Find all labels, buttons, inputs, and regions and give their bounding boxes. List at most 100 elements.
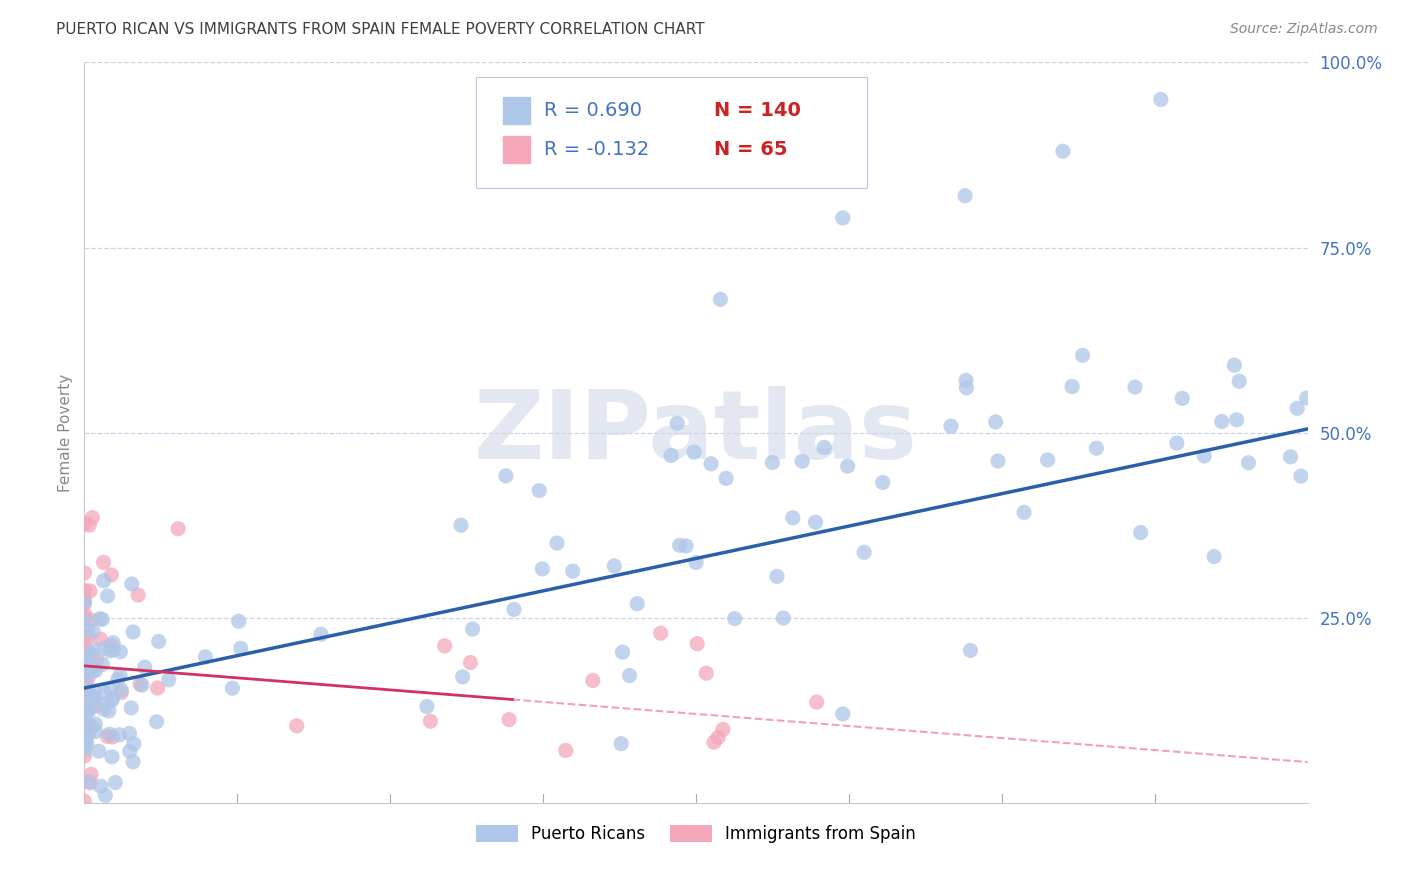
Point (73, 703, 96, 717)
Point (582, 673, 605, 688)
Point (75, 803, 97, 817)
Point (98, 727, 121, 741)
Point (118, 744, 141, 758)
Point (1052, 145, 1074, 159)
Point (987, 454, 1010, 468)
Point (82, 624, 104, 639)
Point (75, 678, 97, 692)
Point (131, 678, 153, 692)
Point (134, 660, 156, 674)
Point (73, 748, 96, 763)
Point (101, 750, 124, 764)
Point (157, 673, 180, 687)
Point (792, 454, 814, 468)
Point (1171, 392, 1194, 406)
Point (108, 728, 131, 742)
Point (433, 639, 456, 653)
Point (83, 643, 105, 657)
FancyBboxPatch shape (475, 78, 868, 188)
Point (79, 776, 101, 790)
Point (80, 648, 103, 662)
Point (1036, 453, 1059, 467)
Point (229, 641, 252, 656)
Point (503, 602, 526, 616)
Point (101, 691, 124, 706)
Point (80, 767, 103, 781)
Point (831, 706, 853, 721)
Point (685, 556, 707, 570)
Point (73, 719, 96, 733)
Point (724, 612, 747, 626)
Point (104, 775, 127, 789)
Point (959, 643, 981, 657)
Point (84, 724, 107, 739)
Point (782, 510, 804, 524)
Point (75, 723, 97, 737)
Text: PUERTO RICAN VS IMMIGRANTS FROM SPAIN FEMALE POVERTY CORRELATION CHART: PUERTO RICAN VS IMMIGRANTS FROM SPAIN FE… (56, 22, 704, 37)
Point (1226, 413, 1249, 427)
Point (118, 726, 141, 740)
Text: N = 140: N = 140 (714, 101, 801, 120)
Point (76, 705, 98, 719)
Point (831, 211, 853, 225)
Point (87, 744, 110, 758)
Point (703, 735, 725, 749)
Point (120, 701, 142, 715)
Point (1194, 449, 1216, 463)
Point (77, 684, 100, 698)
Point (93, 702, 115, 716)
Point (97, 589, 120, 603)
Point (82, 510, 104, 524)
Point (668, 538, 690, 552)
Point (76, 643, 98, 657)
Point (221, 681, 243, 696)
Point (659, 449, 682, 463)
Point (82, 719, 104, 733)
Point (75, 716, 97, 731)
Text: ZIPatlas: ZIPatlas (474, 386, 918, 479)
Point (419, 714, 441, 729)
Point (122, 755, 145, 769)
Point (709, 293, 731, 307)
Point (121, 577, 143, 591)
Point (73, 743, 96, 757)
Point (561, 564, 583, 578)
Point (76, 623, 98, 637)
Point (1129, 525, 1152, 540)
Point (84, 698, 107, 713)
Point (73, 631, 96, 645)
Point (127, 588, 149, 602)
Point (73, 593, 96, 607)
Point (498, 713, 520, 727)
Point (73, 614, 96, 628)
Point (1289, 469, 1312, 483)
Point (626, 597, 648, 611)
Point (461, 622, 484, 636)
Point (1012, 505, 1035, 519)
Point (84, 684, 107, 698)
Text: R = -0.132: R = -0.132 (544, 140, 650, 160)
Text: N = 65: N = 65 (714, 140, 787, 160)
Point (80, 614, 103, 628)
Point (76, 672, 98, 686)
Point (90, 779, 112, 793)
Point (93, 685, 115, 699)
Point (110, 645, 132, 659)
Point (194, 649, 217, 664)
Point (73, 734, 96, 748)
Point (84, 717, 107, 731)
Point (285, 719, 308, 733)
Point (650, 626, 672, 640)
Point (79, 693, 101, 707)
Point (73, 707, 96, 722)
Point (93, 555, 115, 569)
Point (73, 675, 96, 690)
Point (73, 701, 96, 715)
Point (1279, 450, 1302, 464)
Point (91, 657, 114, 672)
Point (953, 188, 976, 202)
Point (495, 468, 517, 483)
Point (612, 645, 634, 659)
Point (1166, 436, 1188, 450)
Point (100, 681, 122, 696)
